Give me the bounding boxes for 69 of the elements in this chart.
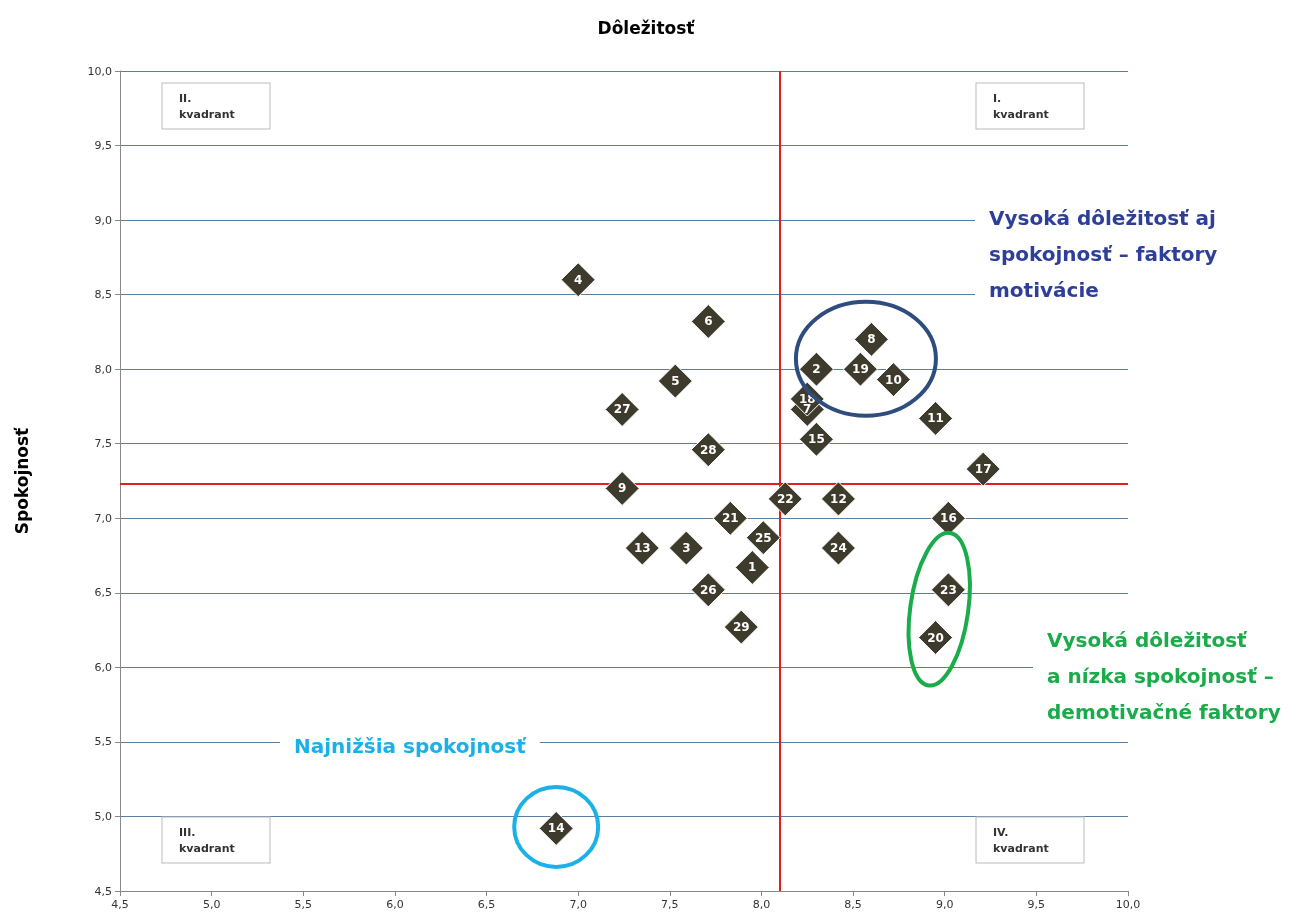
annotation: 12 [830, 491, 847, 506]
y-tick-label: 5,0 [94, 809, 112, 823]
annotation: 28 [699, 442, 717, 457]
annotation: 11 [927, 411, 944, 426]
y-tick-label: 4,5 [94, 884, 112, 898]
y-tick-label: 6,5 [94, 586, 112, 600]
annotation: 13 [633, 541, 651, 556]
annotation: 4 [574, 272, 583, 287]
annotation: 29 [732, 620, 750, 635]
annotation: 20 [927, 630, 944, 645]
x-tick-label: 10,0 [1115, 898, 1141, 911]
point [657, 363, 693, 399]
point [798, 351, 834, 387]
annotation: 22 [776, 491, 794, 506]
y-tick-label: 7,5 [94, 437, 112, 451]
x-tick-label: 8,0 [752, 898, 771, 911]
x-tick-label: 4,5 [111, 898, 129, 911]
annotation: 2 [812, 362, 821, 377]
annotation: 27 [613, 402, 631, 417]
annotation: 6 [704, 314, 713, 329]
point [560, 262, 596, 298]
y-tick-label: 9,5 [94, 139, 112, 153]
x-tick-label: 9,0 [935, 898, 954, 911]
annotation: IV. kvadrant [993, 825, 1049, 855]
annotation: 10 [885, 372, 902, 387]
y-tick-label: 8,5 [94, 288, 112, 302]
y-axis-title: Spokojnosť [11, 426, 32, 535]
x-tick-label: 5,0 [202, 898, 221, 911]
annotation: III. kvadrant [179, 825, 235, 855]
annotation: 26 [699, 582, 717, 597]
x-tick-label: 6,0 [386, 898, 404, 911]
x-tick-label: 6,5 [477, 898, 496, 911]
y-tick-label: 10,0 [87, 64, 112, 78]
x-axis-title: Dôležitosť [597, 17, 696, 38]
annotation: 9 [617, 481, 627, 496]
y-tick-label: 7,0 [94, 511, 112, 525]
y-tick-label: 5,5 [94, 735, 112, 749]
annotation: Vysoká dôležitosť aj spokojnosť – faktory motivácie [989, 206, 1218, 302]
x-tick-label: 7,5 [661, 898, 679, 911]
annotation: 15 [808, 432, 825, 447]
annotation: 8 [867, 332, 876, 347]
annotation: Vysoká dôležitosť a nízka spokojnosť – demotivačné faktory [1047, 628, 1281, 724]
annotation: II. kvadrant [179, 91, 235, 121]
x-tick-label: 9,5 [1027, 898, 1046, 911]
annotation: 7 [803, 402, 812, 417]
point [604, 470, 640, 506]
point [853, 321, 889, 357]
annotation: 24 [830, 541, 847, 556]
annotation: 5 [671, 374, 680, 389]
annotation: 16 [940, 511, 957, 526]
y-tick-label: 6,0 [94, 660, 112, 674]
x-tick-label: 8,5 [844, 898, 862, 911]
point [690, 303, 726, 339]
annotation: 17 [974, 462, 992, 477]
point [668, 530, 704, 566]
x-tick-label: 7,0 [569, 898, 587, 911]
annotation: 14 [547, 821, 565, 836]
annotation: Najnižšia spokojnosť [294, 734, 528, 758]
annotation: 3 [682, 541, 691, 556]
annotation: 21 [721, 511, 739, 526]
annotation: 25 [754, 530, 772, 545]
y-tick-label: 8,0 [94, 362, 112, 376]
annotation: 1 [748, 560, 757, 575]
point [734, 549, 770, 585]
annotation: I. kvadrant [993, 91, 1049, 121]
annotation: 19 [852, 362, 869, 377]
y-tick-label: 9,0 [94, 213, 112, 227]
x-tick-label: 5,5 [294, 898, 313, 911]
annotation: 23 [940, 582, 957, 597]
